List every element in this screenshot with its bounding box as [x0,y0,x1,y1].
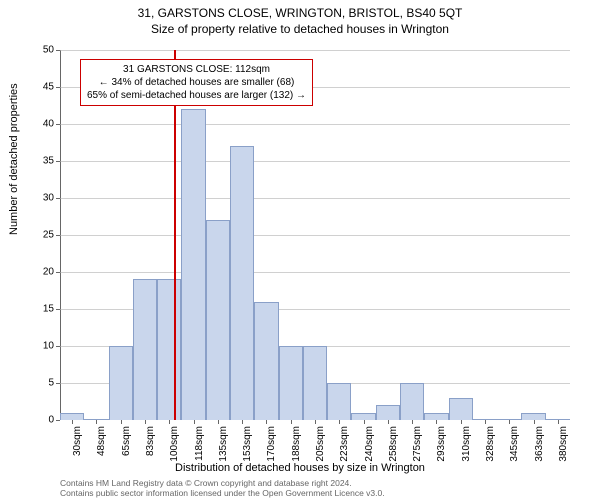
histogram-bar [181,109,205,420]
x-tick [266,420,267,424]
x-tick [72,420,73,424]
footer-line-1: Contains HM Land Registry data © Crown c… [60,478,385,488]
histogram-bar [376,405,400,420]
grid-line [60,198,570,199]
footer: Contains HM Land Registry data © Crown c… [60,478,385,498]
histogram-bar [206,220,230,420]
y-tick [56,383,60,384]
x-tick [412,420,413,424]
y-tick-label: 15 [14,304,54,315]
y-tick-label: 25 [14,230,54,241]
y-tick-label: 50 [14,45,54,56]
histogram-bar [133,279,157,420]
y-tick-label: 45 [14,82,54,93]
y-tick [56,198,60,199]
info-line-2: ← 34% of detached houses are smaller (68… [87,76,306,89]
x-tick [145,420,146,424]
histogram-bar [303,346,327,420]
x-tick [315,420,316,424]
y-tick-label: 10 [14,341,54,352]
y-tick-label: 35 [14,156,54,167]
x-tick [242,420,243,424]
x-tick [558,420,559,424]
grid-line [60,272,570,273]
x-tick [485,420,486,424]
histogram-bar [60,413,84,420]
x-tick [436,420,437,424]
y-tick [56,272,60,273]
y-tick-label: 0 [14,415,54,426]
x-tick [339,420,340,424]
plot-area: 0510152025303540455030sqm48sqm65sqm83sqm… [60,50,570,420]
x-tick [194,420,195,424]
x-tick [461,420,462,424]
x-tick [291,420,292,424]
histogram-bar [279,346,303,420]
x-tick [218,420,219,424]
y-tick [56,346,60,347]
info-line-3: 65% of semi-detached houses are larger (… [87,89,306,102]
grid-line [60,50,570,51]
y-tick-label: 40 [14,119,54,130]
chart-container: 31, GARSTONS CLOSE, WRINGTON, BRISTOL, B… [0,0,600,500]
y-tick-label: 30 [14,193,54,204]
y-tick [56,161,60,162]
histogram-bar [109,346,133,420]
x-tick [509,420,510,424]
footer-line-2: Contains public sector information licen… [60,488,385,498]
y-tick [56,420,60,421]
x-tick [169,420,170,424]
y-tick [56,309,60,310]
chart-subtitle: Size of property relative to detached ho… [0,20,600,36]
x-axis-label: Distribution of detached houses by size … [0,462,600,474]
histogram-bar [230,146,254,420]
histogram-bar [254,302,278,420]
histogram-bar [351,413,375,420]
histogram-bar [449,398,473,420]
grid-line [60,124,570,125]
y-tick [56,87,60,88]
info-line-1: 31 GARSTONS CLOSE: 112sqm [87,63,306,76]
histogram-bar [400,383,424,420]
histogram-bar [327,383,351,420]
y-tick-label: 5 [14,378,54,389]
y-tick [56,124,60,125]
x-tick [96,420,97,424]
x-tick [121,420,122,424]
x-tick [364,420,365,424]
x-tick [388,420,389,424]
histogram-bar [521,413,545,420]
grid-line [60,235,570,236]
grid-line [60,161,570,162]
chart-title: 31, GARSTONS CLOSE, WRINGTON, BRISTOL, B… [0,0,600,20]
info-box: 31 GARSTONS CLOSE: 112sqm ← 34% of detac… [80,59,313,106]
histogram-bar [157,279,181,420]
y-tick [56,50,60,51]
x-tick [534,420,535,424]
y-tick [56,235,60,236]
histogram-bar [424,413,448,420]
y-tick-label: 20 [14,267,54,278]
